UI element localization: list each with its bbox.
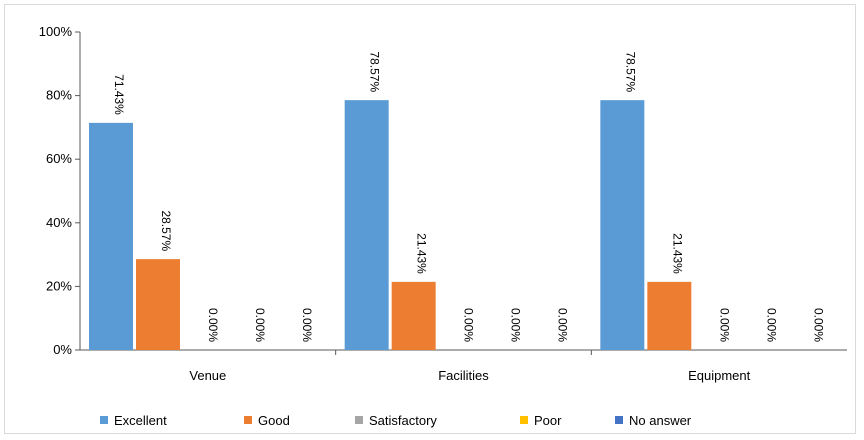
bar-excellent — [344, 100, 389, 350]
data-label: 0.00% — [509, 308, 523, 342]
chart-frame — [4, 4, 856, 434]
x-tick-label: Equipment — [688, 368, 751, 383]
data-label: 71.43% — [112, 74, 126, 115]
data-label: 21.43% — [670, 233, 684, 274]
bar-good — [136, 259, 180, 350]
data-label: 0.00% — [462, 308, 476, 342]
bar-good — [391, 281, 436, 350]
y-tick-label: 40% — [46, 215, 72, 230]
legend-label: Excellent — [114, 413, 167, 428]
data-label: 28.57% — [159, 210, 173, 251]
legend-label: Good — [258, 413, 290, 428]
data-label: 0.00% — [556, 308, 570, 342]
legend-swatch — [520, 416, 528, 424]
legend-swatch — [100, 416, 108, 424]
bar-good — [647, 281, 692, 350]
data-label: 0.00% — [717, 308, 731, 342]
data-label: 0.00% — [811, 308, 825, 342]
bar-excellent — [89, 122, 133, 350]
legend-label: No answer — [629, 413, 692, 428]
data-label: 78.57% — [623, 51, 637, 92]
legend-swatch — [244, 416, 252, 424]
legend-label: Poor — [534, 413, 562, 428]
y-tick-label: 0% — [53, 342, 72, 357]
data-label: 0.00% — [300, 308, 314, 342]
data-label: 21.43% — [415, 233, 429, 274]
data-label: 78.57% — [368, 51, 382, 92]
y-tick-label: 100% — [39, 24, 73, 39]
data-label: 0.00% — [253, 308, 267, 342]
y-tick-label: 20% — [46, 278, 72, 293]
y-tick-label: 80% — [46, 88, 72, 103]
x-tick-label: Venue — [189, 368, 226, 383]
legend-swatch — [355, 416, 363, 424]
legend-swatch — [615, 416, 623, 424]
y-tick-label: 60% — [46, 151, 72, 166]
legend-label: Satisfactory — [369, 413, 437, 428]
data-label: 0.00% — [206, 308, 220, 342]
x-tick-label: Facilities — [438, 368, 489, 383]
data-label: 0.00% — [764, 308, 778, 342]
bar-excellent — [600, 100, 645, 350]
